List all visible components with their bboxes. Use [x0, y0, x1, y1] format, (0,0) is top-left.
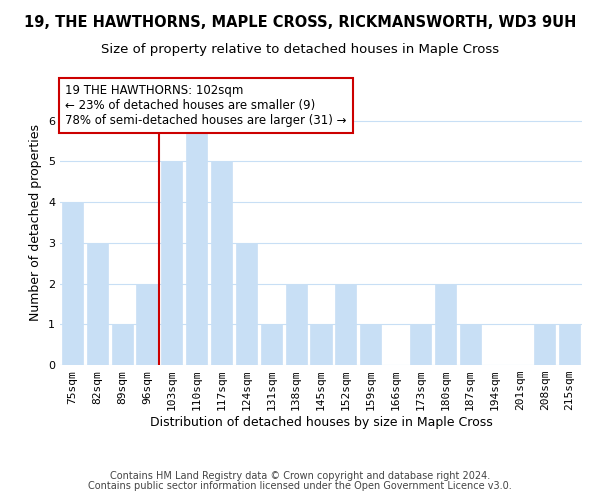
- Bar: [460, 324, 481, 365]
- Text: Contains HM Land Registry data © Crown copyright and database right 2024.: Contains HM Land Registry data © Crown c…: [110, 471, 490, 481]
- Bar: [186, 120, 207, 365]
- Bar: [559, 324, 580, 365]
- Bar: [286, 284, 307, 365]
- Y-axis label: Number of detached properties: Number of detached properties: [29, 124, 43, 321]
- Bar: [310, 324, 332, 365]
- Bar: [360, 324, 381, 365]
- Bar: [261, 324, 282, 365]
- Text: Contains public sector information licensed under the Open Government Licence v3: Contains public sector information licen…: [88, 481, 512, 491]
- Bar: [410, 324, 431, 365]
- Text: Size of property relative to detached houses in Maple Cross: Size of property relative to detached ho…: [101, 42, 499, 56]
- Text: 19 THE HAWTHORNS: 102sqm
← 23% of detached houses are smaller (9)
78% of semi-de: 19 THE HAWTHORNS: 102sqm ← 23% of detach…: [65, 84, 347, 128]
- Bar: [136, 284, 158, 365]
- Bar: [211, 162, 232, 365]
- X-axis label: Distribution of detached houses by size in Maple Cross: Distribution of detached houses by size …: [149, 416, 493, 429]
- Bar: [534, 324, 555, 365]
- Bar: [112, 324, 133, 365]
- Text: 19, THE HAWTHORNS, MAPLE CROSS, RICKMANSWORTH, WD3 9UH: 19, THE HAWTHORNS, MAPLE CROSS, RICKMANS…: [24, 15, 576, 30]
- Bar: [62, 202, 83, 365]
- Bar: [161, 162, 182, 365]
- Bar: [87, 243, 108, 365]
- Bar: [435, 284, 456, 365]
- Bar: [236, 243, 257, 365]
- Bar: [335, 284, 356, 365]
